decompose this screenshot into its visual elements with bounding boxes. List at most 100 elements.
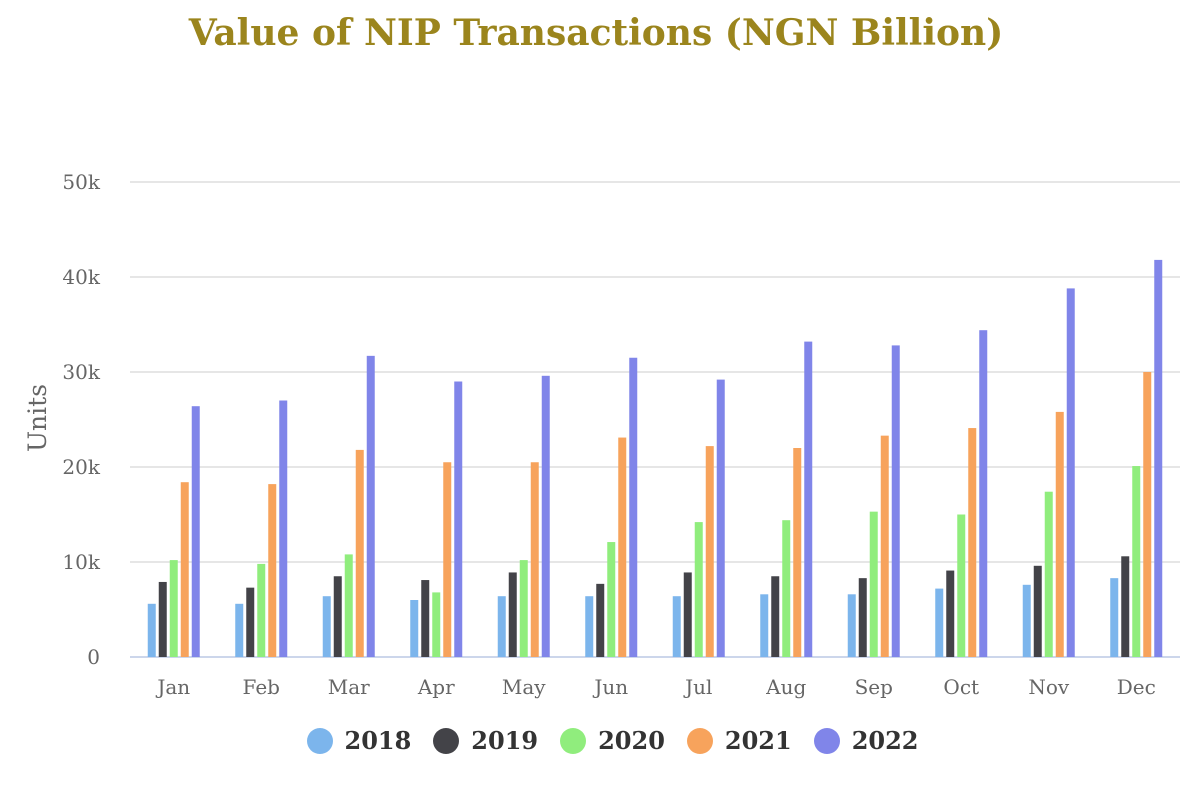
bar-2018-jan[interactable]	[147, 603, 156, 657]
legend-item-2021[interactable]: 2021	[686, 726, 792, 755]
bar-2018-may[interactable]	[497, 596, 506, 657]
y-axis-ticks: 0 10k 20k 30k 40k 50k	[62, 170, 100, 669]
bar-2019-nov[interactable]	[1033, 565, 1042, 657]
bar-2022-nov[interactable]	[1066, 288, 1075, 657]
bar-2021-feb[interactable]	[268, 484, 277, 657]
bar-2019-apr[interactable]	[421, 580, 430, 657]
bar-2021-jun[interactable]	[618, 437, 627, 657]
y-tick-label: 20k	[62, 455, 100, 479]
legend-swatch-icon	[433, 727, 460, 754]
bar-2021-aug[interactable]	[793, 448, 802, 657]
bar-2019-may[interactable]	[508, 572, 517, 657]
bar-2019-jan[interactable]	[158, 581, 167, 657]
bar-2020-oct[interactable]	[957, 514, 966, 658]
bar-2018-nov[interactable]	[1022, 584, 1031, 657]
bar-2022-sep[interactable]	[891, 345, 900, 657]
bar-2018-mar[interactable]	[322, 596, 331, 657]
bar-2020-feb[interactable]	[257, 563, 266, 657]
bar-2021-jul[interactable]	[705, 446, 714, 657]
bar-2022-apr[interactable]	[454, 381, 463, 658]
bar-2022-may[interactable]	[541, 375, 550, 657]
y-tick-label: 40k	[62, 265, 100, 289]
bar-2022-oct[interactable]	[979, 330, 988, 657]
x-tick-label: Jul	[683, 675, 712, 699]
legend-item-2020[interactable]: 2020	[560, 726, 665, 755]
legend-swatch-icon	[560, 727, 587, 754]
legend-label: 2020	[598, 726, 665, 755]
chart-title: Value of NIP Transactions (NGN Billion)	[188, 12, 1004, 54]
bar-2020-aug[interactable]	[782, 520, 791, 657]
x-tick-label: Oct	[943, 675, 979, 699]
legend-label: 2018	[344, 726, 412, 755]
bar-2022-mar[interactable]	[366, 355, 375, 657]
legend-item-2018[interactable]: 2018	[306, 726, 412, 755]
bar-2019-mar[interactable]	[333, 576, 342, 657]
x-axis-ticks: Jan Feb Mar Apr May Jun Jul Aug Sep Oct Nov Dec	[155, 675, 1155, 699]
y-tick-label: 50k	[62, 170, 100, 194]
bar-2019-jul[interactable]	[683, 572, 692, 657]
x-tick-label: Dec	[1117, 675, 1156, 699]
bar-2020-nov[interactable]	[1044, 491, 1053, 657]
bar-2020-mar[interactable]	[344, 554, 353, 657]
legend-label: 2021	[724, 726, 792, 755]
legend-swatch-icon	[306, 727, 333, 754]
bar-2022-dec[interactable]	[1154, 259, 1163, 657]
bar-2022-jul[interactable]	[716, 379, 725, 657]
bar-2022-feb[interactable]	[279, 400, 288, 658]
bar-2019-dec[interactable]	[1121, 556, 1130, 657]
legend-label: 2019	[471, 726, 539, 755]
bar-2018-jul[interactable]	[672, 596, 681, 657]
bar-2021-dec[interactable]	[1143, 372, 1152, 657]
bar-2019-feb[interactable]	[246, 587, 255, 657]
bar-2019-sep[interactable]	[858, 578, 867, 657]
bar-2021-mar[interactable]	[355, 449, 364, 657]
bar-2018-jun[interactable]	[585, 596, 594, 657]
grid-lines	[130, 181, 1180, 658]
bar-2018-dec[interactable]	[1110, 578, 1119, 657]
bar-2018-aug[interactable]	[760, 594, 769, 657]
legend: 2018 2019 2020 2021 2022	[0, 726, 1200, 755]
legend-swatch-icon	[686, 727, 713, 754]
bar-2019-oct[interactable]	[946, 570, 955, 657]
bar-2021-sep[interactable]	[880, 435, 889, 657]
bar-2018-sep[interactable]	[847, 594, 856, 657]
bar-2021-nov[interactable]	[1055, 411, 1064, 657]
bar-2022-aug[interactable]	[804, 341, 813, 657]
bar-2020-jan[interactable]	[169, 560, 178, 657]
x-tick-label: Apr	[417, 675, 455, 699]
bars	[147, 259, 1163, 658]
x-tick-label: Nov	[1028, 675, 1070, 699]
bar-2020-dec[interactable]	[1132, 466, 1141, 657]
bar-2020-jun[interactable]	[607, 542, 616, 657]
x-tick-label: Jan	[155, 675, 190, 699]
bar-2020-jul[interactable]	[694, 522, 703, 657]
y-tick-label: 30k	[62, 360, 100, 384]
bar-2018-apr[interactable]	[410, 600, 419, 657]
y-axis-title: Units	[23, 384, 52, 452]
bar-2020-sep[interactable]	[869, 511, 878, 657]
x-tick-label: May	[502, 675, 546, 699]
bar-2019-aug[interactable]	[771, 576, 780, 657]
x-tick-label: Jun	[592, 675, 628, 699]
x-tick-label: Feb	[243, 675, 280, 699]
bar-2020-may[interactable]	[519, 560, 528, 657]
legend-item-2022[interactable]: 2022	[813, 726, 919, 755]
y-tick-label: 10k	[62, 550, 100, 574]
legend-swatch-icon	[813, 727, 840, 754]
bar-2018-feb[interactable]	[235, 603, 244, 657]
bar-2018-oct[interactable]	[935, 588, 944, 657]
bar-2022-jun[interactable]	[629, 357, 638, 657]
bar-2021-jan[interactable]	[180, 482, 189, 657]
legend-item-2019[interactable]: 2019	[433, 726, 538, 755]
x-tick-label: Aug	[765, 675, 806, 699]
bar-2022-jan[interactable]	[191, 406, 200, 657]
bar-2021-oct[interactable]	[968, 428, 977, 657]
bar-2021-may[interactable]	[530, 462, 539, 657]
y-tick-label: 0	[87, 645, 100, 669]
x-tick-label: Mar	[328, 675, 370, 699]
legend-label: 2022	[851, 726, 919, 755]
bar-2021-apr[interactable]	[443, 462, 452, 657]
bar-2020-apr[interactable]	[432, 592, 441, 657]
bar-2019-jun[interactable]	[596, 583, 605, 657]
